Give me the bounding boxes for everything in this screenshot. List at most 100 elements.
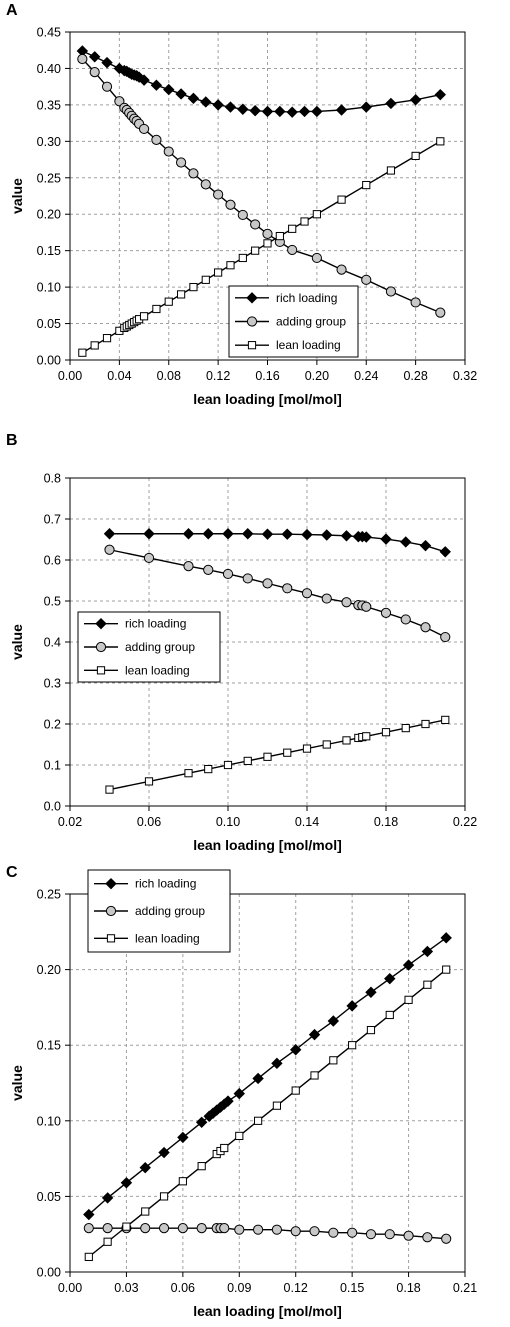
data-point — [234, 1224, 245, 1235]
data-point — [226, 261, 235, 270]
data-point — [346, 1000, 358, 1012]
data-point — [163, 146, 174, 157]
chart-a: 0.00 0.04 0.08 0.12 0.16 0.20 0.24 0.28 0.32 0.00… — [9, 26, 477, 408]
y-tick-label: 0.25 — [37, 888, 61, 902]
data-point — [195, 1116, 208, 1129]
x-tick-label: 0.14 — [295, 815, 319, 829]
data-point — [138, 74, 150, 86]
y-tick-label: 0.20 — [37, 208, 61, 222]
y-tick-label: 0.1 — [44, 759, 61, 773]
legend: rich loading adding group lean loading — [87, 869, 231, 953]
data-point — [222, 568, 234, 580]
data-point — [385, 1010, 394, 1020]
data-point — [183, 561, 194, 572]
data-point — [308, 1028, 321, 1041]
data-point — [423, 980, 432, 989]
data-point — [360, 531, 372, 543]
legend-marker — [246, 292, 258, 304]
data-point — [312, 210, 321, 219]
y-tick-label: 0.05 — [37, 1190, 61, 1204]
data-point — [151, 134, 162, 145]
data-point — [365, 1229, 377, 1240]
data-point — [401, 724, 410, 733]
data-point — [262, 578, 273, 589]
series-rich — [103, 528, 451, 558]
y-axis-label: value — [9, 624, 25, 660]
data-point — [78, 348, 87, 357]
data-point — [321, 593, 332, 604]
data-point — [224, 101, 237, 113]
x-tick-label: 0.12 — [284, 1281, 308, 1295]
data-point — [272, 1101, 282, 1110]
y-tick-label: 0.10 — [37, 1114, 61, 1128]
data-point — [237, 103, 249, 115]
y-tick-label: 0.05 — [37, 317, 61, 331]
data-point — [189, 283, 198, 292]
data-point — [197, 1162, 206, 1171]
data-point — [101, 1192, 114, 1204]
data-point — [140, 1223, 151, 1234]
data-point — [422, 1232, 433, 1243]
data-point — [381, 728, 391, 737]
data-point — [329, 1056, 338, 1065]
data-point — [436, 137, 445, 146]
x-tick-label: 0.06 — [137, 815, 161, 829]
data-point — [300, 217, 309, 226]
data-point — [159, 1192, 169, 1201]
data-point — [380, 607, 392, 618]
data-point — [83, 1208, 95, 1221]
data-point — [400, 614, 411, 625]
data-point — [291, 1086, 300, 1095]
data-point — [402, 959, 415, 971]
legend-label: adding group — [276, 315, 346, 329]
data-point — [238, 253, 247, 263]
data-point — [442, 965, 451, 974]
data-point — [283, 748, 292, 757]
data-point — [138, 123, 150, 135]
chart-panel-c: C 0.00 0.03 0.06 0.09 0.12 0.15 0.18 0.21 0.00 0.… — [0, 862, 510, 1327]
legend-label: adding group — [125, 640, 195, 654]
panel-label-b: B — [6, 432, 18, 449]
data-point — [242, 528, 254, 540]
data-point — [139, 312, 149, 321]
data-point — [340, 530, 353, 542]
legend: rich loading adding group lean loading — [228, 285, 359, 358]
data-point — [176, 290, 186, 299]
data-point — [196, 1223, 207, 1234]
data-point — [222, 1095, 234, 1107]
data-point — [150, 79, 163, 91]
data-point — [163, 83, 175, 96]
legend-marker — [95, 617, 107, 630]
data-point — [252, 1072, 264, 1085]
data-point — [321, 529, 333, 541]
series-line — [88, 969, 447, 1258]
x-tick-label: 0.02 — [58, 815, 82, 829]
x-tick-label: 0.06 — [171, 1281, 195, 1295]
data-point — [341, 597, 352, 608]
legend-marker — [95, 641, 107, 653]
y-tick-label: 0.10 — [37, 281, 61, 295]
x-tick-label: 0.03 — [114, 1281, 138, 1295]
x-tick-label: 0.22 — [453, 815, 477, 829]
data-point — [104, 544, 115, 555]
x-tick-label: 0.18 — [396, 1281, 420, 1295]
y-tick-label: 0.15 — [37, 1039, 61, 1053]
data-point — [182, 528, 195, 540]
series-adding — [83, 1223, 452, 1244]
data-point — [440, 932, 452, 944]
data-point — [362, 732, 371, 741]
x-tick-label: 0.00 — [58, 369, 82, 383]
data-point — [311, 105, 323, 118]
x-tick-label: 0.16 — [255, 369, 279, 383]
data-point — [271, 1057, 283, 1070]
data-point — [177, 1131, 189, 1144]
data-point — [139, 1161, 151, 1174]
data-point — [237, 209, 248, 221]
data-point — [175, 88, 187, 100]
data-point — [419, 539, 432, 552]
grid — [65, 893, 466, 1277]
data-point — [251, 246, 260, 255]
series-line — [88, 1227, 447, 1240]
y-tick-label: 0.00 — [37, 354, 61, 368]
x-tick-label: 0.28 — [403, 369, 427, 383]
